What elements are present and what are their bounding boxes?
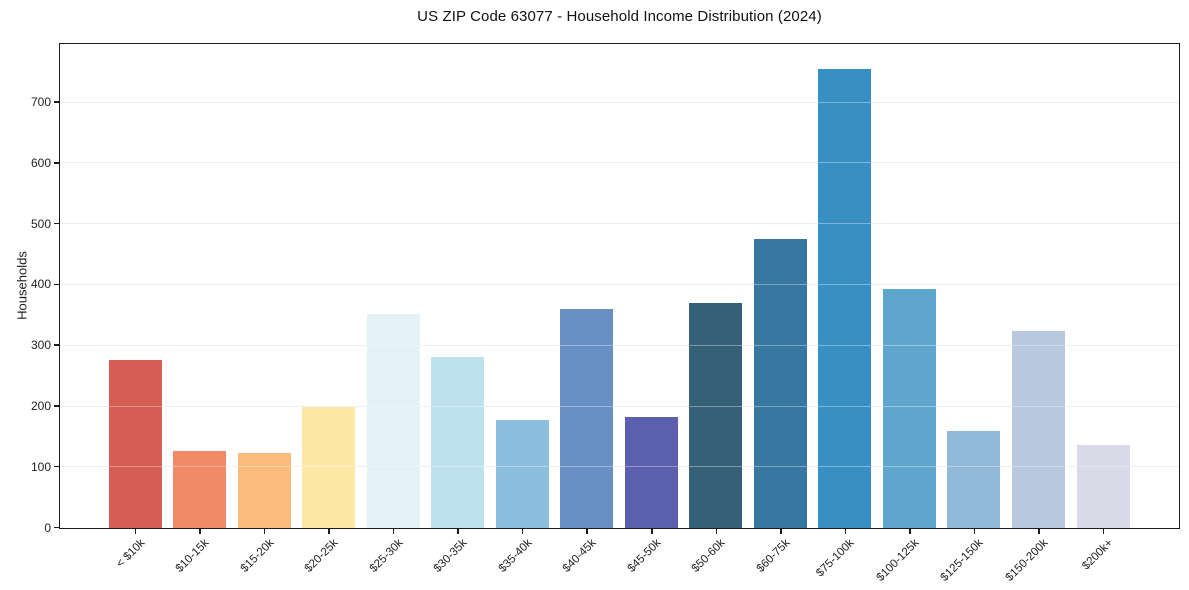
x-tick-mark — [199, 529, 201, 534]
y-tick-label: 0 — [44, 520, 51, 535]
y-tick-label: 700 — [30, 95, 51, 110]
gridline-overlay — [60, 405, 1179, 407]
y-tick-mark — [54, 465, 59, 468]
bar-10-15k — [173, 451, 227, 528]
gridline — [60, 344, 1179, 346]
y-tick-label: 600 — [30, 155, 51, 170]
x-tick-mark — [844, 529, 847, 534]
x-tick-mark — [134, 529, 137, 534]
x-tick-label: $15-20k — [238, 537, 277, 575]
x-tick-mark — [909, 529, 911, 534]
x-tick-label: $125-150k — [938, 537, 986, 584]
gridline — [60, 223, 1179, 225]
x-tick-mark — [457, 529, 459, 534]
y-tick-label: 300 — [30, 338, 51, 353]
x-tick-mark — [521, 529, 524, 534]
bar-20-25k — [302, 406, 356, 528]
bar-50-60k — [689, 302, 743, 528]
bar-125-150k — [947, 431, 1001, 528]
x-tick-label: $100-125k — [874, 537, 922, 584]
y-tick-label: 400 — [30, 277, 51, 292]
bar-45-50k — [624, 416, 678, 528]
x-tick-mark — [392, 529, 395, 534]
gridline-overlay — [60, 101, 1179, 103]
bar-60-75k — [753, 238, 807, 528]
chart-title: US ZIP Code 63077 - Household Income Dis… — [417, 8, 822, 25]
x-tick-label: $25-30k — [367, 537, 406, 575]
bar-10k — [108, 360, 162, 528]
y-tick-label: 200 — [30, 398, 51, 413]
gridline-overlay — [60, 162, 1179, 164]
bar-75-100k — [818, 69, 872, 528]
bar-25-30k — [366, 314, 420, 528]
x-tick-label: $20-25k — [302, 537, 341, 575]
x-tick-label: $150-200k — [1003, 537, 1051, 584]
gridline — [60, 162, 1179, 164]
x-tick-mark — [586, 529, 588, 534]
x-tick-mark — [328, 529, 330, 534]
gridline-overlay — [60, 223, 1179, 225]
x-tick-mark — [1038, 529, 1040, 534]
x-tick-mark — [780, 529, 782, 534]
x-tick-label: $60-75k — [754, 537, 793, 575]
x-tick-mark — [263, 529, 266, 534]
gridline — [60, 466, 1179, 468]
bar-200k — [1076, 444, 1130, 528]
x-tick-label: $40-45k — [560, 537, 599, 575]
x-tick-mark — [715, 529, 718, 534]
x-tick-label: < $10k — [113, 537, 147, 571]
y-tick-mark — [54, 283, 59, 286]
bar-100-125k — [882, 288, 936, 528]
y-tick-label: 500 — [30, 216, 51, 231]
x-tick-mark — [651, 529, 653, 534]
gridline-overlay — [60, 283, 1179, 285]
bar-40-45k — [560, 309, 614, 528]
y-tick-mark — [54, 101, 59, 103]
x-tick-label: $10-15k — [173, 537, 212, 575]
y-tick-mark — [54, 222, 59, 225]
gridline-overlay — [60, 344, 1179, 346]
x-tick-label: $35-40k — [496, 537, 535, 575]
bar-30-35k — [431, 356, 485, 528]
y-tick-mark — [54, 162, 59, 164]
bar-35-40k — [495, 420, 549, 528]
x-tick-label: $30-35k — [431, 537, 470, 575]
y-tick-mark — [54, 526, 59, 529]
gridline — [60, 405, 1179, 407]
x-tick-label: $200k+ — [1079, 537, 1115, 573]
gridline — [60, 283, 1179, 285]
gridline — [60, 101, 1179, 103]
bar-150-200k — [1011, 330, 1065, 528]
y-tick-label: 100 — [30, 459, 51, 474]
y-tick-mark — [54, 405, 59, 407]
x-tick-label: $50-60k — [689, 537, 728, 575]
x-tick-label: $75-100k — [814, 537, 857, 580]
gridline-overlay — [60, 466, 1179, 468]
bar-15-20k — [237, 453, 291, 528]
y-tick-mark — [54, 344, 59, 346]
x-tick-mark — [1102, 529, 1105, 534]
x-tick-mark — [973, 529, 976, 534]
x-tick-label: $45-50k — [625, 537, 664, 575]
plot-area — [59, 43, 1180, 529]
